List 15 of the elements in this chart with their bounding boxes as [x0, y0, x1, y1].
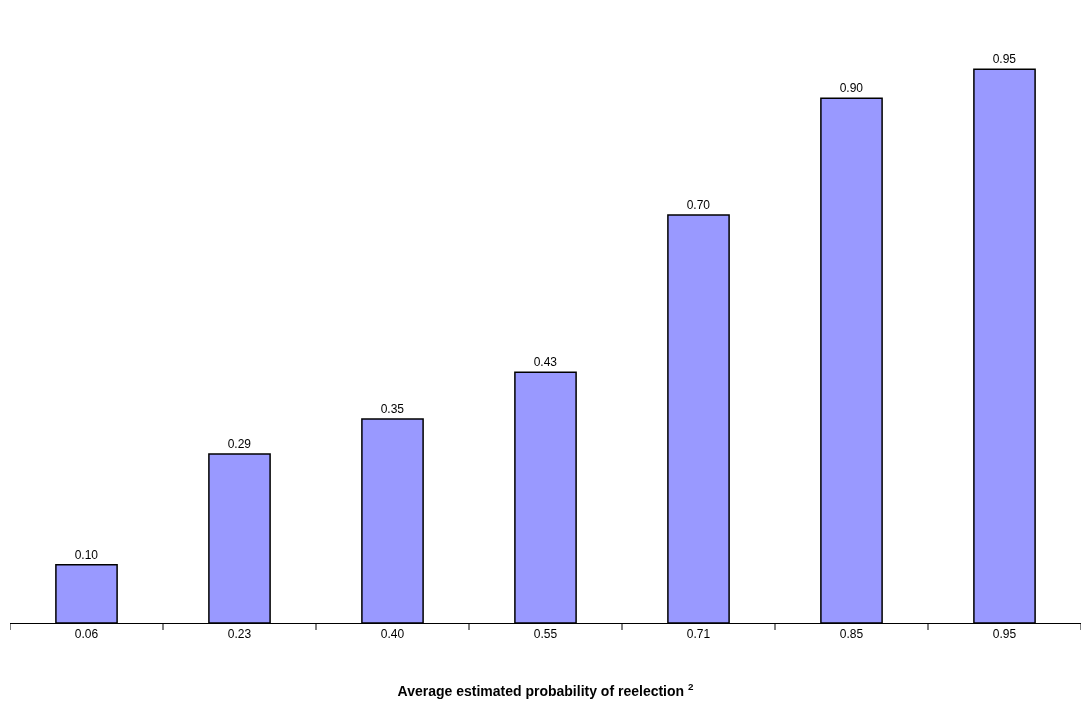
x-tick-label: 0.40: [380, 627, 405, 642]
x-tick-label: 0.23: [227, 627, 252, 642]
x-tick-label: 0.95: [992, 627, 1017, 642]
x-axis-title: Average estimated probability of reelection $^{2}$: [397, 680, 694, 699]
data-label: 0.95: [992, 52, 1017, 67]
data-label: 0.35: [380, 401, 405, 416]
x-tick-label: 0.55: [533, 627, 558, 642]
data-label: 0.70: [686, 197, 711, 212]
x-tick-label: 0.71: [686, 627, 711, 642]
data-label: 0.29: [227, 436, 252, 451]
data-label: 0.43: [533, 355, 558, 370]
x-tick-label: 0.06: [74, 627, 99, 642]
data-label: 0.90: [839, 81, 864, 96]
x-tick-label: 0.85: [839, 627, 864, 642]
data-label: 0.10: [74, 547, 99, 562]
